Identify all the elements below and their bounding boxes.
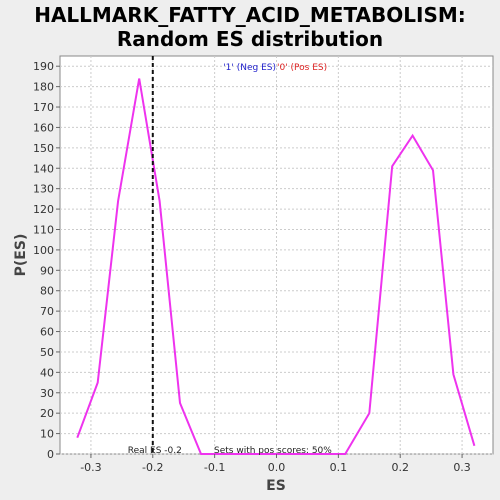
y-tick-label: 80 xyxy=(40,285,54,298)
y-tick-label: 170 xyxy=(33,101,54,114)
y-tick-label: 70 xyxy=(40,305,54,318)
y-tick-label: 190 xyxy=(33,60,54,73)
y-tick-label: 0 xyxy=(47,448,54,461)
y-tick-label: 180 xyxy=(33,81,54,94)
x-tick-label: 0.0 xyxy=(268,461,286,474)
y-tick-label: 40 xyxy=(40,366,54,379)
y-tick-label: 120 xyxy=(33,203,54,216)
y-tick-label: 130 xyxy=(33,183,54,196)
y-tick-label: 20 xyxy=(40,407,54,420)
x-axis-label: ES xyxy=(266,478,286,494)
y-tick-label: 30 xyxy=(40,387,54,400)
es-distribution-line xyxy=(76,78,476,455)
series-layer xyxy=(76,78,476,455)
plot-area xyxy=(59,55,494,455)
pos-scores-annotation: Sets with pos scores: 50% xyxy=(214,446,332,456)
grid-lines xyxy=(60,56,493,455)
axis-ticks: 0 10 20 30 40 50 60 70 80 90 100 110 120 130 140 150 160… xyxy=(33,60,471,474)
x-tick-label: -0.2 xyxy=(142,461,163,474)
y-tick-label: 150 xyxy=(33,142,54,155)
y-tick-label: 100 xyxy=(33,244,54,257)
y-tick-label: 10 xyxy=(40,428,54,441)
y-tick-label: 60 xyxy=(40,326,54,339)
chart-title-line2: Random ES distribution xyxy=(117,27,383,51)
y-tick-label: 140 xyxy=(33,162,54,175)
y-tick-label: 50 xyxy=(40,346,54,359)
chart-title-line1: HALLMARK_FATTY_ACID_METABOLISM: xyxy=(34,3,466,27)
x-tick-label: -0.1 xyxy=(204,461,225,474)
x-tick-label: 0.3 xyxy=(453,461,471,474)
x-tick-label: 0.2 xyxy=(391,461,409,474)
y-tick-label: 110 xyxy=(33,223,54,236)
y-tick-label: 90 xyxy=(40,264,54,277)
legend-entry-pos-es: '0' (Pos ES) xyxy=(277,63,327,73)
x-tick-label: -0.3 xyxy=(80,461,101,474)
y-tick-label: 160 xyxy=(33,121,54,134)
y-axis-label: P(ES) xyxy=(13,234,29,277)
real-es-layer: Real ES -0.2 xyxy=(128,56,182,456)
legend-entry-neg-es: '1' (Neg ES) xyxy=(223,63,276,73)
x-tick-label: 0.1 xyxy=(330,461,348,474)
real-es-label: Real ES -0.2 xyxy=(128,446,182,456)
